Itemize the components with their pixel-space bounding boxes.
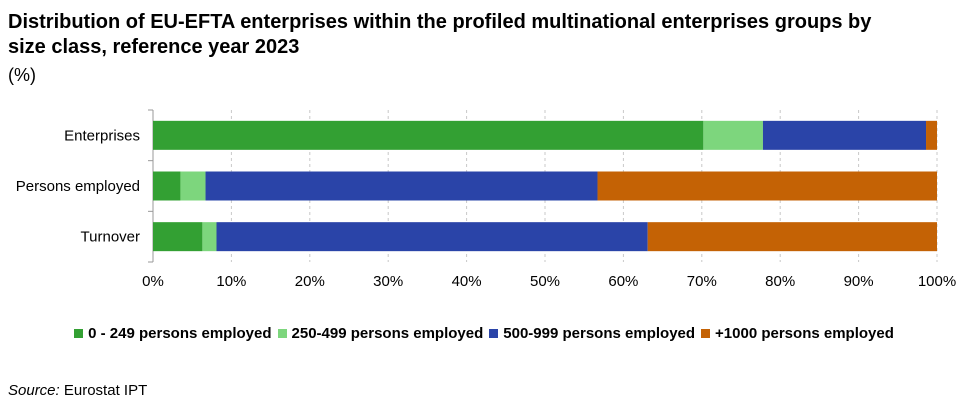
category-label: Persons employed (16, 178, 140, 195)
legend-swatch (701, 329, 711, 338)
bar-segment (153, 120, 704, 150)
chart-subtitle: (%) (8, 65, 36, 85)
bar-segment (216, 222, 648, 252)
x-tick-label: 50% (530, 273, 560, 290)
bar-segment (153, 171, 181, 201)
stacked-bar-chart: Enterprises Persons employed Turnover 0% 10%… (16, 109, 956, 290)
legend-item: 0 - 249 persons employed (74, 325, 272, 342)
x-tick-label: 80% (765, 273, 795, 290)
bar-segment (597, 171, 937, 201)
source-text: Eurostat IPT (59, 382, 148, 399)
legend-label: 250-499 persons employed (291, 325, 484, 342)
x-tick-label: 0% (142, 273, 164, 290)
category-label: Turnover (81, 229, 140, 246)
legend-item: 500-999 persons employed (489, 325, 695, 342)
legend-swatch (74, 329, 84, 338)
bar-segment (926, 120, 937, 150)
x-tick-label: 60% (608, 273, 638, 290)
legend-item: 250-499 persons employed (277, 325, 484, 342)
bar-segment (703, 120, 763, 150)
chart-legend: 0 - 249 persons employed 250-499 persons … (0, 325, 968, 342)
source-label: Source: (8, 382, 60, 399)
category-label: Enterprises (64, 127, 140, 144)
x-tick-label: 10% (216, 273, 246, 290)
source-note: Source: Eurostat IPT (8, 382, 147, 399)
x-tick-label: 70% (687, 273, 717, 290)
legend-swatch (277, 329, 287, 338)
bar-segment (205, 171, 598, 201)
bar-segment (180, 171, 206, 201)
x-tick-label: 100% (918, 273, 956, 290)
bar-segment (202, 222, 217, 252)
x-tick-label: 40% (452, 273, 482, 290)
chart-title: Distribution of EU-EFTA enterprises with… (8, 11, 872, 58)
legend-label: +1000 persons employed (715, 325, 894, 342)
legend-label: 0 - 249 persons employed (88, 325, 272, 342)
legend-swatch (489, 329, 499, 338)
x-tick-label: 90% (844, 273, 874, 290)
bar-segment (153, 222, 203, 252)
bar-segment (762, 120, 927, 150)
x-tick-label: 20% (295, 273, 325, 290)
bar-segment (647, 222, 937, 252)
legend-item: +1000 persons employed (701, 325, 894, 342)
legend-label: 500-999 persons employed (503, 325, 696, 342)
x-tick-label: 30% (373, 273, 403, 290)
